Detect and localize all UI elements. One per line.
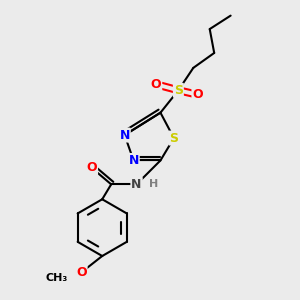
Text: H: H	[148, 179, 158, 189]
Text: S: S	[169, 132, 178, 145]
Text: O: O	[193, 88, 203, 101]
Text: CH₃: CH₃	[46, 273, 68, 284]
Text: O: O	[86, 161, 97, 174]
Text: O: O	[76, 266, 87, 279]
Text: N: N	[119, 129, 130, 142]
Text: S: S	[174, 84, 183, 97]
Text: N: N	[128, 154, 139, 167]
Text: N: N	[131, 178, 142, 191]
Text: O: O	[151, 78, 161, 91]
